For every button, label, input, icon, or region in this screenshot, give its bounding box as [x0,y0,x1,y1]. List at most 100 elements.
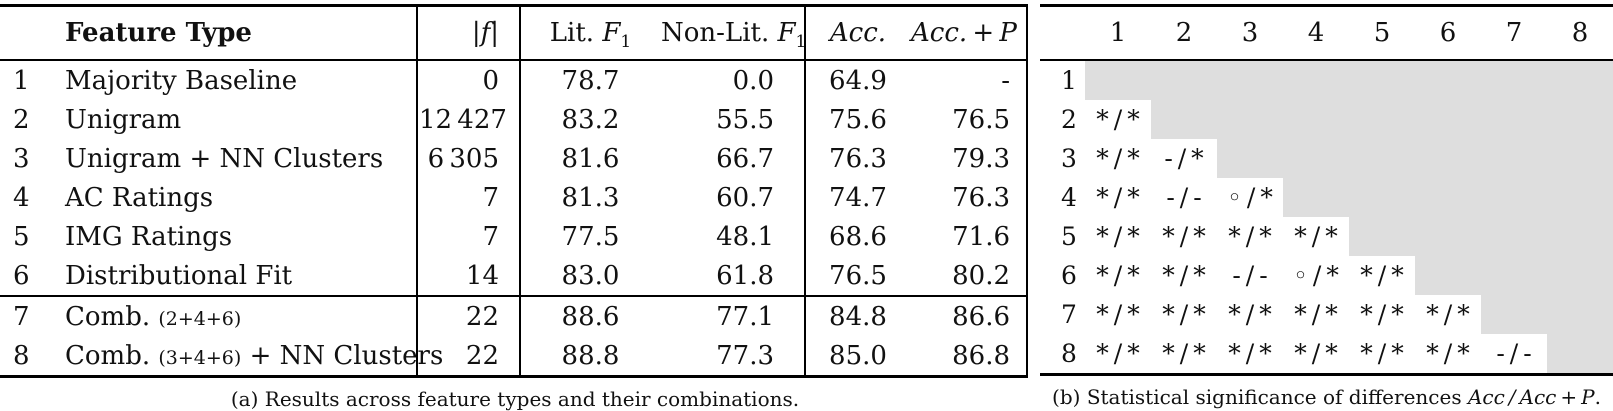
header-empty [1040,5,1085,61]
feature-name: Unigram + NN Clusters [52,139,417,178]
sig-cell-masked [1481,100,1547,139]
feature-name-text: Unigram [65,104,182,135]
row-label: 7 [1061,300,1077,329]
feature-name: Unigram [52,100,417,139]
f1-symbol: F [777,18,796,48]
row-label: 8 [1061,339,1077,368]
sig-cell: * / * [1096,222,1140,251]
sig-cell: * / * [1096,144,1140,173]
sig-row: 4 * / * - / - ◦ / * [1040,178,1613,217]
header-col-7: 7 [1481,5,1547,61]
acc-cell: 76.5 [805,256,910,297]
feature-name: Majority Baseline [52,60,417,100]
feature-name: Comb. (2+4+6) [52,296,417,336]
feature-name-small: (3+4+6) [158,346,242,369]
row-number: 3 [13,143,30,174]
sig-cell-masked [1217,100,1283,139]
nonlit-f1-cell: 55.5 [660,100,806,139]
sig-cell: * / * [1228,300,1272,329]
acc-p-cell: - [910,60,1028,100]
table-row: 7 Comb. (2+4+6) 22 88.6 77.1 84.8 86.6 [0,296,1028,336]
feature-name-suffix: + NN Clusters [241,340,444,371]
row-number: 4 [13,182,30,213]
nonlit-f1-cell: 60.7 [660,178,806,217]
pipe: | [471,18,481,48]
sig-cell: * / * [1228,222,1272,251]
sig-cell: - / - [1232,261,1268,290]
lit-f1-cell: 77.5 [561,221,620,252]
sig-cell: * / * [1228,339,1272,368]
sig-cell-masked [1085,60,1151,100]
f1-subscript: 1 [795,32,807,53]
sig-cell-masked [1547,139,1613,178]
acc-p-cell: 76.3 [910,178,1028,217]
row-number: 1 [13,65,30,96]
sig-cell-masked [1415,178,1481,217]
row-label: 3 [1061,144,1077,173]
nonlit-f1-cell: 0.0 [660,60,806,100]
caption-b-period: . [1594,385,1601,409]
sig-cell: * / * [1360,261,1404,290]
sig-row: 1 [1040,60,1613,100]
sig-cell-masked [1415,256,1481,295]
sig-cell-masked [1349,100,1415,139]
sig-cell: * / * [1162,222,1206,251]
sig-cell-masked [1217,139,1283,178]
sig-cell: * / * [1426,300,1470,329]
acc-p-cell: 76.5 [910,100,1028,139]
f-count-cell: 7 [416,178,521,217]
sig-cell-masked [1547,217,1613,256]
sig-cell-masked [1283,178,1349,217]
sig-cell-masked [1151,60,1217,100]
f-count-cell: 0 [416,60,521,100]
sig-row: 7 * / * * / * * / * * / * * / * * / * [1040,295,1613,334]
sig-row: 5 * / * * / * * / * * / * [1040,217,1613,256]
results-table: Feature Type |f| Lit. F1 Non-Lit. F1 Acc… [0,4,1028,378]
sig-cell-masked [1481,178,1547,217]
sig-cell-masked [1547,334,1613,375]
sig-cell-masked [1547,256,1613,295]
nonlit-f1-cell: 77.1 [660,296,806,336]
p-symbol: P [999,18,1017,48]
caption-a: (a) Results across feature types and the… [230,387,800,411]
sig-cell: ◦ / * [1227,183,1273,212]
lit-f1-cell: 81.3 [561,182,620,213]
caption-b-math: Acc / Acc + P [1467,385,1595,409]
lit-label: Lit. [549,18,603,48]
sig-cell: * / * [1360,339,1404,368]
acc-p-cell: 86.6 [910,296,1028,336]
sig-cell-masked [1283,60,1349,100]
significance-table: 1 2 3 4 5 6 7 8 1 2 * / * [1040,4,1613,376]
f-count-cell: 14 [416,256,521,297]
plus-sign: + [967,18,1000,48]
lit-f1-cell: 83.0 [520,256,660,297]
nonlit-label: Non-Lit. [661,18,778,48]
acc-p-cell: 80.2 [910,256,1028,297]
table-row: 6 Distributional Fit 14 83.0 61.8 76.5 8… [0,256,1028,297]
sig-row: 3 * / * - / * [1040,139,1613,178]
row-label: 1 [1061,66,1077,95]
f-symbol: f [480,18,491,48]
header-nonlit-f1: Non-Lit. F1 [660,5,807,61]
feature-name-text: Unigram + NN Clusters [65,143,384,174]
caption-b: (b) Statistical significance of differen… [1040,385,1613,409]
row-label: 2 [1061,105,1077,134]
header-col-8: 8 [1547,5,1613,61]
header-feature-type: Feature Type [52,5,417,61]
lit-f1-cell: 78.7 [561,65,620,96]
header-col-4: 4 [1283,5,1349,61]
sig-cell: * / * [1360,300,1404,329]
nonlit-f1-cell: 48.1 [660,217,806,256]
row-label: 6 [1061,261,1077,290]
f-count-cell: 22 [416,296,521,336]
acc-p-cell: 79.3 [910,139,1028,178]
sig-cell-masked [1415,217,1481,256]
sig-cell-masked [1481,256,1547,295]
sig-cell: * / * [1294,339,1338,368]
row-number: 5 [13,221,30,252]
header-acc: Acc. [805,5,910,61]
feature-name-text: AC Ratings [65,182,214,213]
header-empty [0,5,52,61]
sig-cell-masked [1349,178,1415,217]
